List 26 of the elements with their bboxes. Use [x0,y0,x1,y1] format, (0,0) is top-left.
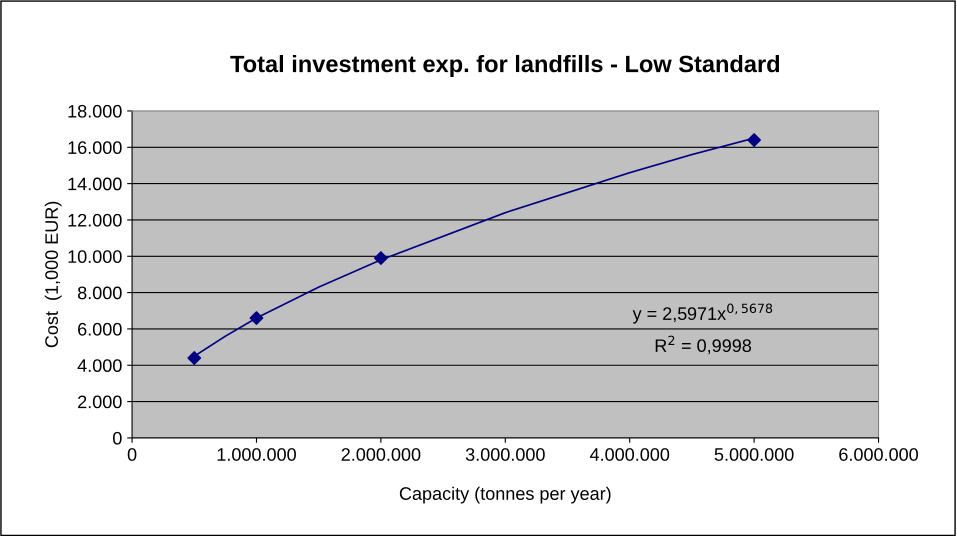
y-tick-label: 18.000 [68,104,122,118]
point [374,251,388,265]
y-tick-label: 14.000 [68,178,122,190]
point [250,311,264,325]
y-axis-title: Cost (1,000 EUR) [44,202,62,348]
x-axis-title: Capacity (tonnes per year) [400,486,611,504]
y-tick-label: 16.000 [68,141,122,154]
y-tick-label: 12.000 [68,214,122,227]
x-tick-label: 2.000.000 [342,448,420,461]
point [747,133,762,147]
y-tick-label: 4.000 [78,359,122,372]
y-tick-label: 0 [113,432,122,445]
y-tick-label: 2.000 [78,396,122,408]
y-tick-label: 6.000 [78,322,122,336]
x-tick-label: 4.000.000 [590,448,670,461]
annotation: y = 2,5971x$^{0,5678}$ [632,304,772,324]
annotation: R$^{2}$ = 0,9998 [656,336,752,354]
x-tick-label: 5.000.000 [714,448,794,461]
chart-title: Total investment exp. for landfills - Low Standard [230,54,780,77]
y-tick-label: 8.000 [78,286,122,300]
y-tick-label: 10.000 [68,250,122,263]
point [187,351,202,365]
x-tick-label: 1.000.000 [218,448,296,461]
x-tick-label: 6.000.000 [839,448,918,461]
x-tick-label: 3.000.000 [466,448,545,461]
x-tick-label: 0 [128,448,136,461]
